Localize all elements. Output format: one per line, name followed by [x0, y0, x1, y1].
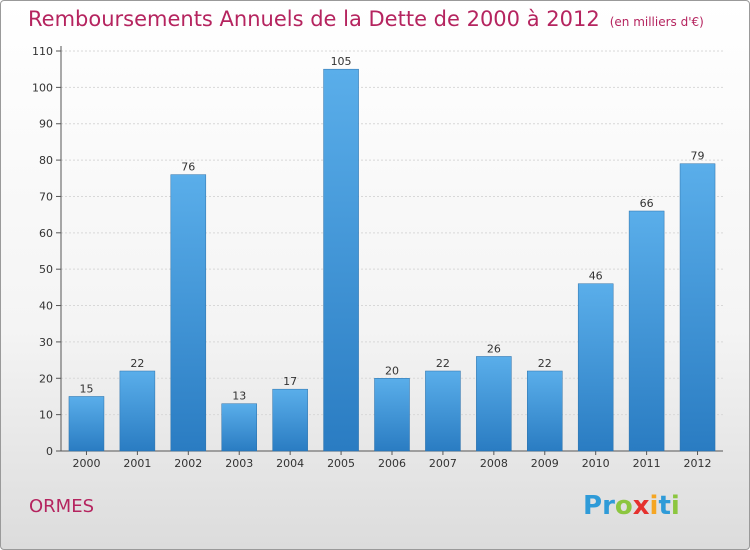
x-tick-label: 2008 — [480, 457, 508, 470]
x-tick-label: 2012 — [684, 457, 712, 470]
bar — [374, 378, 410, 452]
x-tick-label: 2009 — [531, 457, 559, 470]
y-tick-label: 80 — [39, 154, 53, 167]
y-tick-label: 60 — [39, 227, 53, 240]
x-tick-label: 2007 — [429, 457, 457, 470]
y-tick-label: 40 — [39, 300, 53, 313]
proxiti-logo: Proxiti — [583, 491, 680, 521]
bar-value-label: 17 — [283, 375, 297, 388]
y-tick-label: 100 — [32, 81, 53, 94]
logo-letter: r — [602, 491, 615, 521]
bars — [68, 68, 716, 452]
bar — [170, 174, 207, 452]
bar — [221, 403, 257, 452]
bar-value-label: 13 — [232, 390, 246, 403]
x-tick-label: 2004 — [276, 457, 304, 470]
bar-value-label: 22 — [538, 357, 552, 370]
x-tick-label: 2010 — [582, 457, 610, 470]
bar — [119, 370, 156, 452]
y-tick-label: 50 — [39, 263, 53, 276]
y-tick-label: 0 — [46, 445, 53, 458]
bar — [628, 210, 665, 452]
bar — [476, 356, 512, 452]
bar — [425, 370, 461, 452]
chart-title: Remboursements Annuels de la Dette de 20… — [28, 7, 704, 31]
commune-name: ORMES — [29, 496, 95, 517]
logo-letter: P — [583, 491, 603, 521]
y-tick-label: 110 — [32, 45, 53, 58]
x-tick-label: 2005 — [327, 457, 355, 470]
x-tick-label: 2000 — [72, 457, 100, 470]
x-tick-label: 2001 — [123, 457, 151, 470]
bar-value-label: 79 — [691, 150, 705, 163]
logo-letter: t — [658, 491, 671, 521]
bar-value-label: 22 — [130, 357, 144, 370]
labels: 0 10 20 30 40 50 60 70 80 90 100 110 15 2000 22 2001 76 2… — [32, 45, 712, 470]
bar-value-label: 26 — [487, 342, 501, 355]
x-tick-label: 2002 — [174, 457, 202, 470]
chart-title-text: Remboursements Annuels de la Dette de 20… — [28, 7, 600, 31]
logo-letter: x — [632, 491, 650, 521]
y-tick-label: 30 — [39, 336, 53, 349]
y-tick-label: 70 — [39, 190, 53, 203]
bar-value-label: 22 — [436, 357, 450, 370]
x-tick-label: 2003 — [225, 457, 253, 470]
bar-value-label: 46 — [589, 270, 603, 283]
bar — [68, 396, 105, 452]
chart-subtitle: (en milliers d'€) — [609, 15, 704, 29]
bar — [272, 388, 308, 452]
logo-letter: o — [614, 491, 633, 521]
bar — [679, 163, 716, 452]
bar — [323, 68, 359, 452]
y-tick-label: 10 — [39, 409, 53, 422]
x-tick-label: 2006 — [378, 457, 406, 470]
bar-value-label: 105 — [331, 55, 352, 68]
bar-value-label: 20 — [385, 364, 399, 377]
y-tick-label: 20 — [39, 372, 53, 385]
bar-value-label: 66 — [640, 197, 654, 210]
bar — [577, 283, 614, 452]
bar-value-label: 76 — [181, 161, 195, 174]
x-tick-label: 2011 — [633, 457, 661, 470]
y-tick-label: 90 — [39, 118, 53, 131]
bar — [527, 370, 563, 452]
bar-value-label: 15 — [79, 382, 93, 395]
logo-letter: i — [649, 491, 659, 521]
logo-letter: i — [670, 491, 680, 521]
